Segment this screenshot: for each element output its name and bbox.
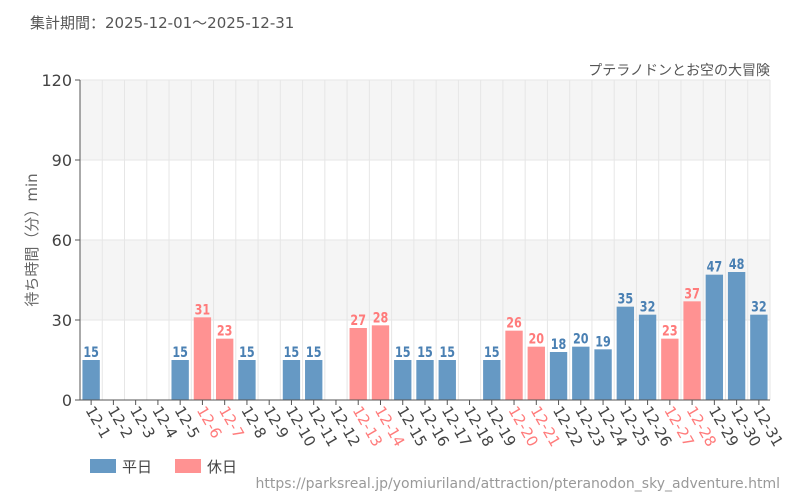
bar: [394, 360, 412, 400]
data-label: 15: [417, 344, 433, 361]
data-label: 15: [439, 344, 455, 361]
grid-band: [80, 240, 770, 320]
data-label: 19: [595, 333, 611, 350]
bar: [371, 325, 390, 400]
bar: [594, 349, 612, 400]
bar: [171, 360, 189, 400]
bar: [305, 360, 323, 400]
data-label: 15: [172, 344, 188, 361]
bar: [572, 346, 590, 400]
y-tick-label: 120: [41, 71, 72, 90]
data-label: 27: [350, 312, 366, 329]
bar: [527, 346, 545, 400]
data-label: 15: [306, 344, 322, 361]
bar: [505, 330, 523, 400]
data-label: 15: [484, 344, 500, 361]
bar: [82, 360, 100, 400]
bar: [727, 272, 746, 400]
bar: [638, 314, 657, 400]
data-label: 23: [662, 322, 678, 339]
bar: [661, 338, 679, 400]
y-tick-label: 90: [52, 151, 72, 170]
data-label: 26: [506, 314, 522, 331]
data-label: 47: [707, 258, 723, 275]
data-label: 37: [684, 285, 700, 302]
data-label: 18: [551, 336, 567, 353]
data-label: 15: [284, 344, 300, 361]
period-label: 集計期間：2025-12-01〜2025-12-31: [30, 14, 295, 32]
legend-swatch: [90, 459, 116, 473]
bar: [616, 306, 635, 400]
y-axis-label: 待ち時間（分）min: [23, 173, 41, 306]
data-label: 32: [640, 298, 656, 315]
bar: [750, 314, 768, 400]
data-label: 23: [217, 322, 233, 339]
chart-title: プテラノドンとお空の大冒険: [588, 63, 770, 79]
bar: [705, 274, 724, 400]
bar: [215, 338, 234, 400]
bar: [483, 360, 501, 400]
data-label: 48: [729, 256, 745, 273]
legend-label: 休日: [207, 458, 237, 476]
data-label: 32: [751, 298, 767, 315]
data-label: 15: [395, 344, 411, 361]
bar: [238, 360, 256, 400]
y-tick-label: 60: [52, 231, 72, 250]
bar: [438, 360, 456, 400]
data-label: 35: [618, 290, 634, 307]
source-url: https://parksreal.jp/yomiuriland/attract…: [255, 476, 780, 492]
y-tick-label: 30: [52, 311, 72, 330]
bar: [349, 328, 367, 400]
bar: [416, 360, 434, 400]
data-label: 15: [239, 344, 255, 361]
data-label: 20: [573, 330, 589, 347]
legend-swatch: [175, 459, 201, 473]
bar: [282, 360, 301, 400]
y-tick-label: 0: [62, 391, 72, 410]
grid-band: [80, 80, 770, 160]
data-label: 31: [195, 301, 211, 318]
bar: [683, 301, 701, 400]
data-label: 28: [373, 309, 389, 326]
bar: [193, 317, 212, 400]
data-label: 20: [529, 330, 545, 347]
legend-label: 平日: [122, 458, 152, 476]
bar: [549, 352, 568, 400]
data-label: 15: [83, 344, 99, 361]
